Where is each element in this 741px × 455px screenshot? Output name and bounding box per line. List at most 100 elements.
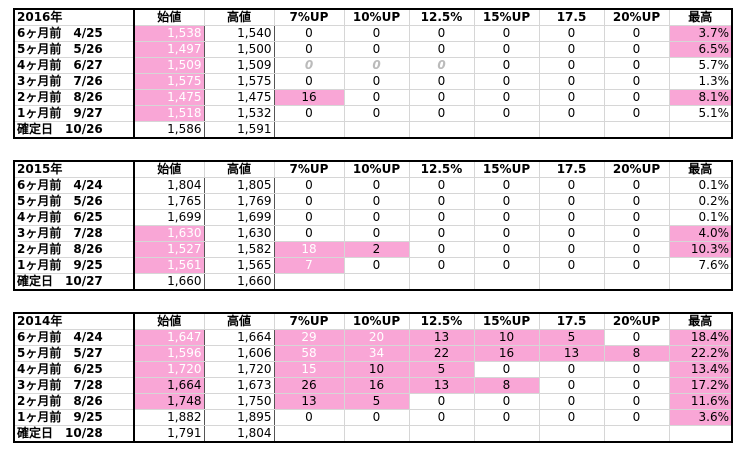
up175-cell[interactable]: 0: [539, 209, 605, 226]
empty-cell[interactable]: [409, 425, 475, 443]
up15-cell[interactable]: 8: [474, 377, 540, 394]
up20-cell[interactable]: 0: [604, 225, 670, 242]
up125-cell[interactable]: 0: [409, 25, 475, 42]
up7-cell[interactable]: 26: [274, 377, 345, 394]
row-label[interactable]: 2ヶ月前 8/26: [13, 241, 135, 258]
up7-cell[interactable]: 0: [274, 225, 345, 242]
empty-cell[interactable]: [409, 273, 475, 291]
col-up125[interactable]: 12.5%: [409, 160, 475, 178]
col-open[interactable]: 始値: [134, 312, 205, 330]
up7-cell[interactable]: 0: [274, 105, 345, 122]
up10-cell[interactable]: 2: [344, 241, 410, 258]
up175-cell[interactable]: 0: [539, 25, 605, 42]
open-cell[interactable]: 1,509: [134, 57, 205, 74]
high-cell[interactable]: 1,509: [204, 57, 275, 74]
high-cell[interactable]: 1,500: [204, 41, 275, 58]
max-cell[interactable]: 7.6%: [669, 257, 733, 274]
open-cell[interactable]: 1,765: [134, 193, 205, 210]
empty-cell[interactable]: [344, 273, 410, 291]
high-cell[interactable]: 1,565: [204, 257, 275, 274]
up15-cell[interactable]: 0: [474, 257, 540, 274]
up175-cell[interactable]: 0: [539, 241, 605, 258]
max-cell[interactable]: 10.3%: [669, 241, 733, 258]
empty-cell[interactable]: [669, 121, 733, 139]
up7-cell[interactable]: 0: [274, 57, 345, 74]
open-cell[interactable]: 1,664: [134, 377, 205, 394]
col-up7[interactable]: 7%UP: [274, 160, 345, 178]
up20-cell[interactable]: 0: [604, 105, 670, 122]
max-cell[interactable]: 4.0%: [669, 225, 733, 242]
high-cell[interactable]: 1,664: [204, 329, 275, 346]
up15-cell[interactable]: 0: [474, 89, 540, 106]
empty-cell[interactable]: [604, 121, 670, 139]
col-max[interactable]: 最高: [669, 8, 733, 26]
up125-cell[interactable]: 0: [409, 241, 475, 258]
up20-cell[interactable]: 0: [604, 209, 670, 226]
high-cell[interactable]: 1,804: [204, 425, 275, 443]
row-label[interactable]: 4ヶ月前 6/27: [13, 57, 135, 74]
up20-cell[interactable]: 0: [604, 73, 670, 90]
high-cell[interactable]: 1,582: [204, 241, 275, 258]
col-high[interactable]: 高値: [204, 160, 275, 178]
up20-cell[interactable]: 0: [604, 25, 670, 42]
row-label[interactable]: 2ヶ月前 8/26: [13, 89, 135, 106]
row-label[interactable]: 3ヶ月前 7/28: [13, 225, 135, 242]
max-cell[interactable]: 0.1%: [669, 177, 733, 194]
up15-cell[interactable]: 0: [474, 193, 540, 210]
up15-cell[interactable]: 0: [474, 105, 540, 122]
empty-cell[interactable]: [539, 425, 605, 443]
open-cell[interactable]: 1,527: [134, 241, 205, 258]
high-cell[interactable]: 1,750: [204, 393, 275, 410]
col-high[interactable]: 高値: [204, 8, 275, 26]
col-up20[interactable]: 20%UP: [604, 312, 670, 330]
up175-cell[interactable]: 0: [539, 177, 605, 194]
open-cell[interactable]: 1,660: [134, 273, 205, 291]
up10-cell[interactable]: 20: [344, 329, 410, 346]
open-cell[interactable]: 1,882: [134, 409, 205, 426]
empty-cell[interactable]: [474, 273, 540, 291]
max-cell[interactable]: 17.2%: [669, 377, 733, 394]
high-cell[interactable]: 1,720: [204, 361, 275, 378]
row-label[interactable]: 5ヶ月前 5/27: [13, 345, 135, 362]
open-cell[interactable]: 1,791: [134, 425, 205, 443]
max-cell[interactable]: 22.2%: [669, 345, 733, 362]
empty-cell[interactable]: [474, 121, 540, 139]
up20-cell[interactable]: 0: [604, 329, 670, 346]
empty-cell[interactable]: [539, 121, 605, 139]
row-label[interactable]: 6ヶ月前 4/24: [13, 329, 135, 346]
max-cell[interactable]: 3.7%: [669, 25, 733, 42]
up125-cell[interactable]: 0: [409, 57, 475, 74]
up20-cell[interactable]: 0: [604, 57, 670, 74]
max-cell[interactable]: 13.4%: [669, 361, 733, 378]
up10-cell[interactable]: 34: [344, 345, 410, 362]
up175-cell[interactable]: 0: [539, 193, 605, 210]
max-cell[interactable]: 3.6%: [669, 409, 733, 426]
up125-cell[interactable]: 13: [409, 329, 475, 346]
up125-cell[interactable]: 0: [409, 41, 475, 58]
high-cell[interactable]: 1,660: [204, 273, 275, 291]
up7-cell[interactable]: 58: [274, 345, 345, 362]
up125-cell[interactable]: 0: [409, 193, 475, 210]
up10-cell[interactable]: 10: [344, 361, 410, 378]
up125-cell[interactable]: 13: [409, 377, 475, 394]
up7-cell[interactable]: 0: [274, 209, 345, 226]
row-label[interactable]: 6ヶ月前 4/25: [13, 25, 135, 42]
col-max[interactable]: 最高: [669, 160, 733, 178]
up7-cell[interactable]: 0: [274, 409, 345, 426]
max-cell[interactable]: 18.4%: [669, 329, 733, 346]
up20-cell[interactable]: 0: [604, 257, 670, 274]
empty-cell[interactable]: [604, 425, 670, 443]
up15-cell[interactable]: 0: [474, 409, 540, 426]
high-cell[interactable]: 1,606: [204, 345, 275, 362]
up10-cell[interactable]: 0: [344, 73, 410, 90]
col-up20[interactable]: 20%UP: [604, 160, 670, 178]
up20-cell[interactable]: 0: [604, 393, 670, 410]
up20-cell[interactable]: 0: [604, 193, 670, 210]
high-cell[interactable]: 1,805: [204, 177, 275, 194]
open-cell[interactable]: 1,538: [134, 25, 205, 42]
up175-cell[interactable]: 0: [539, 393, 605, 410]
max-cell[interactable]: 0.1%: [669, 209, 733, 226]
up175-cell[interactable]: 0: [539, 257, 605, 274]
high-cell[interactable]: 1,895: [204, 409, 275, 426]
empty-cell[interactable]: [539, 273, 605, 291]
